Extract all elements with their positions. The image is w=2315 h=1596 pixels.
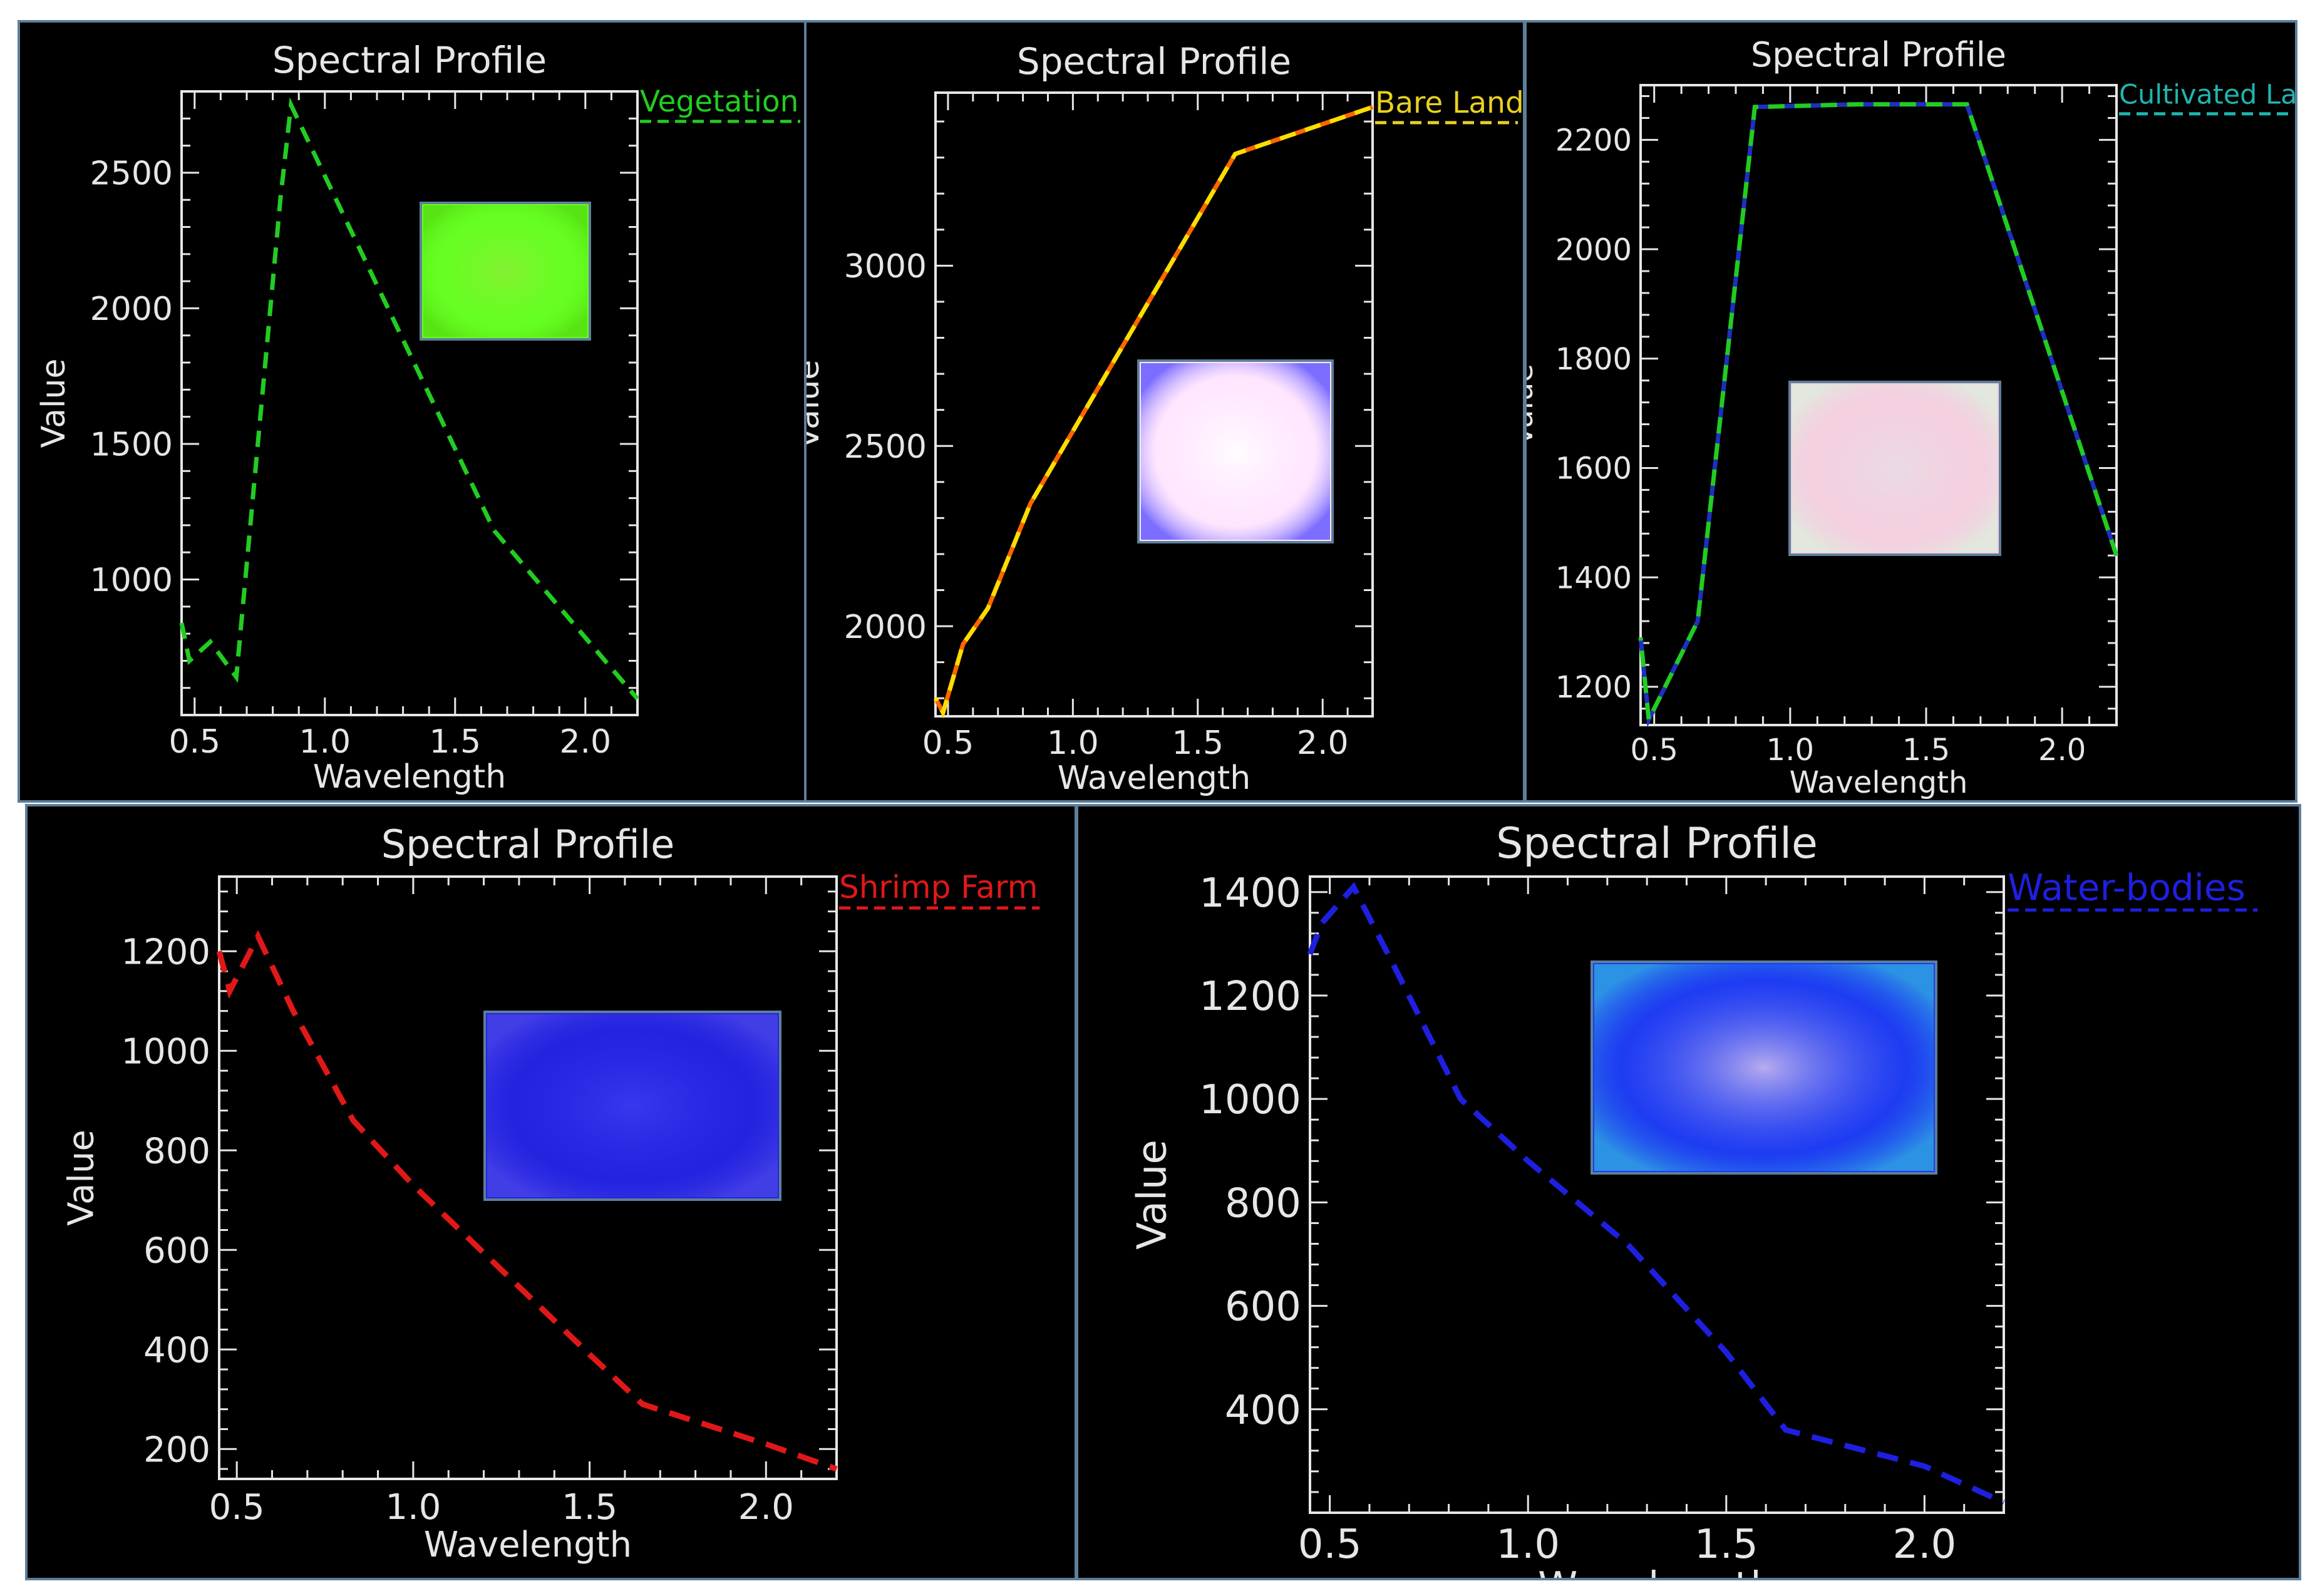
x-tick-label: 1.5	[1902, 733, 1950, 768]
y-tick-label: 1000	[90, 562, 173, 599]
chart-title: Spectral Profile	[381, 821, 674, 867]
y-tick-label: 1400	[1199, 870, 1301, 917]
x-tick-label: 2.0	[1297, 724, 1349, 762]
y-tick-label: 3000	[844, 248, 927, 286]
chart-svg: Spectral Profile 0.5 1.0 1.5 2.0 2000 2500 3000…	[807, 40, 1523, 797]
y-tick-label: 2500	[90, 155, 173, 193]
chart-panel-cultivated-land: Spectral Profile 0.5 1.0 1.5 2.0 1200 1400 1600…	[1524, 20, 2297, 803]
x-tick-label: 2.0	[2038, 733, 2086, 768]
y-tick-label: 400	[143, 1330, 210, 1371]
chart-svg: Spectral Profile 0.5 1.0 1.5 2.0 1000 1500 2000…	[35, 39, 800, 796]
y-tick-label: 1200	[1199, 974, 1301, 1020]
x-axis-label: Wavelength	[1790, 765, 1968, 800]
y-tick-label: 2200	[1555, 123, 1632, 158]
y-tick-label: 200	[143, 1429, 210, 1470]
bare-land-sample-chip	[1137, 359, 1334, 543]
y-tick-label: 2000	[844, 609, 927, 646]
y-axis-label: Value	[1527, 364, 1540, 446]
y-tick-label: 2500	[844, 428, 927, 466]
x-tick-label: 2.0	[738, 1487, 794, 1528]
legend-label: Shrimp Farm	[839, 869, 1038, 905]
series-line	[933, 105, 1374, 719]
chart-title: Spectral Profile	[1496, 819, 1818, 868]
chart-title: Spectral Profile	[1017, 40, 1291, 83]
y-tick-label: 600	[1225, 1284, 1301, 1331]
y-tick-label: 1800	[1555, 342, 1632, 377]
chart-svg: Spectral Profile 0.5 1.0 1.5 2.0 200 400 600 800…	[61, 821, 1040, 1565]
x-tick-label: 0.5	[1631, 733, 1678, 768]
series-line	[1307, 882, 2005, 1505]
x-tick-label: 1.5	[1694, 1521, 1758, 1568]
x-tick-label: 0.5	[922, 724, 974, 762]
plot-frame	[934, 91, 1374, 718]
series-line-dash-b	[1638, 102, 2119, 728]
water-bodies-sample-chip	[1591, 960, 1937, 1175]
plot-frame	[218, 875, 838, 1480]
y-tick-label: 1400	[1555, 560, 1632, 595]
x-axis-label: Wavelength	[313, 758, 506, 796]
x-tick-label: 1.0	[385, 1487, 441, 1528]
chart-svg: Spectral Profile 0.5 1.0 1.5 2.0 400 600 800 100…	[1130, 819, 2258, 1578]
y-tick-label: 1600	[1555, 451, 1632, 487]
plot-frame	[180, 90, 639, 716]
chart-title: Spectral Profile	[272, 39, 547, 81]
legend-label: Bare Land	[1375, 86, 1523, 120]
series-line	[179, 97, 639, 701]
plot-frame	[1309, 875, 2005, 1514]
chart-title: Spectral Profile	[1751, 35, 2006, 75]
vegetation-sample-chip	[420, 202, 591, 341]
y-tick-label: 800	[143, 1131, 210, 1171]
y-tick-label: 1200	[121, 932, 210, 972]
y-tick-label: 1000	[121, 1031, 210, 1072]
x-tick-label: 2.0	[559, 723, 611, 761]
x-axis-label: Wavelength	[1058, 759, 1250, 797]
legend-label: Vegetation	[640, 85, 798, 119]
series-line	[216, 930, 838, 1472]
y-tick-label: 600	[143, 1230, 210, 1271]
y-axis-label: Value	[35, 359, 73, 448]
x-tick-label: 1.0	[1766, 733, 1814, 768]
x-tick-label: 2.0	[1892, 1521, 1956, 1568]
x-tick-label: 1.5	[1172, 724, 1224, 762]
y-axis-label: Value	[807, 360, 827, 450]
y-tick-label: 1200	[1555, 670, 1632, 705]
y-tick-label: 2000	[1555, 232, 1632, 267]
chart-panel-bare-land: Spectral Profile 0.5 1.0 1.5 2.0 2000 2500 3000…	[804, 20, 1525, 803]
x-tick-label: 1.0	[1047, 724, 1099, 762]
shrimp-farm-sample-chip	[483, 1011, 781, 1201]
x-tick-label: 0.5	[168, 723, 220, 761]
chart-panel-shrimp-farm: Spectral Profile 0.5 1.0 1.5 2.0 200 400 600 800…	[25, 804, 1077, 1580]
x-tick-label: 1.5	[429, 723, 481, 761]
x-tick-label: 0.5	[1298, 1521, 1362, 1568]
y-axis-label: Value	[1130, 1140, 1176, 1250]
x-tick-label: 0.5	[209, 1487, 265, 1528]
cultivated-land-sample-chip	[1788, 381, 2001, 556]
y-tick-label: 800	[1225, 1180, 1301, 1227]
y-tick-label: 2000	[90, 291, 173, 328]
chart-panel-water-bodies: Spectral Profile 0.5 1.0 1.5 2.0 400 600 800 100…	[1076, 804, 2301, 1580]
x-axis-label: Wavelength	[424, 1525, 632, 1565]
y-tick-label: 1000	[1199, 1077, 1301, 1123]
plot-frame	[1639, 84, 2118, 726]
x-tick-label: 1.5	[562, 1487, 617, 1528]
y-tick-label: 1500	[90, 426, 173, 464]
legend-label: Cultivated Land	[2119, 80, 2295, 111]
chart-svg: Spectral Profile 0.5 1.0 1.5 2.0 1200 1400 1600…	[1527, 35, 2295, 800]
x-tick-label: 1.0	[1496, 1521, 1560, 1568]
x-tick-label: 1.0	[299, 723, 351, 761]
x-axis-label: Wavelength	[1538, 1564, 1776, 1578]
legend-label: Water-bodies	[2008, 866, 2245, 909]
series-line	[1638, 102, 2119, 728]
y-tick-label: 400	[1225, 1387, 1301, 1434]
chart-panel-vegetation: Spectral Profile 0.5 1.0 1.5 2.0 1000 1500 2000…	[18, 20, 808, 803]
y-axis-label: Value	[61, 1130, 101, 1226]
